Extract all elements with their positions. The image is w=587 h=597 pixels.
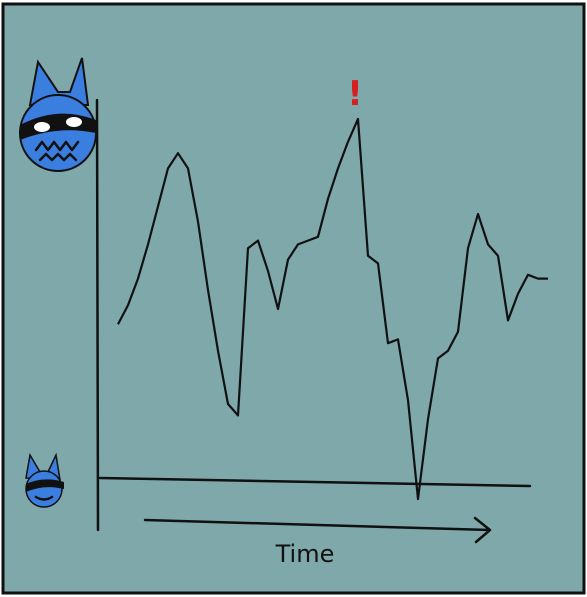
time-arrow	[143, 516, 492, 544]
data-line	[117, 117, 548, 501]
annotation: !	[347, 74, 363, 114]
x-axis-label: Time	[275, 540, 335, 568]
x-axis	[98, 476, 532, 488]
small-cat-icon	[25, 452, 64, 508]
big-cat-icon	[19, 57, 97, 172]
y-axis	[95, 98, 100, 532]
